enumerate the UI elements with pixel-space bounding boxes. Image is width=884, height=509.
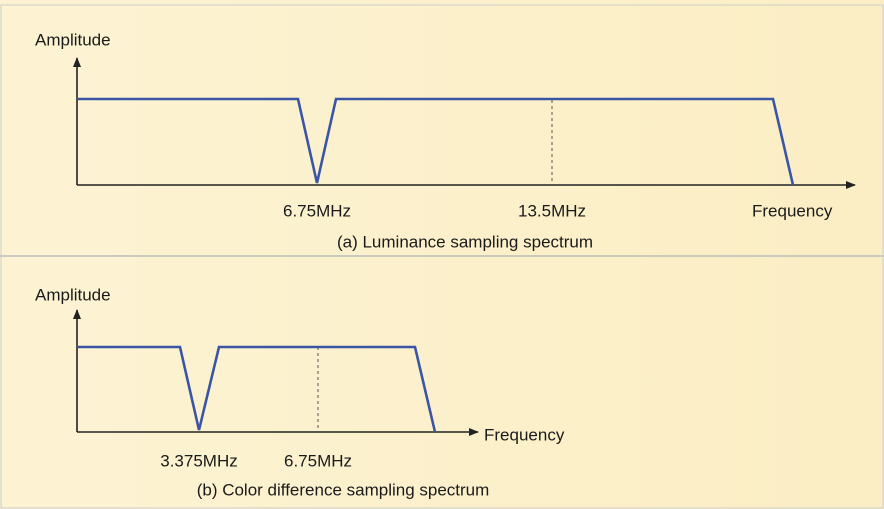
x-label: Frequency xyxy=(484,425,565,444)
y-label: Amplitude xyxy=(35,30,111,49)
marker-label: 6.75MHz xyxy=(283,201,351,220)
marker-label: 6.75MHz xyxy=(284,451,352,470)
caption: (a) Luminance sampling spectrum xyxy=(337,232,593,251)
marker-label: 3.375MHz xyxy=(160,451,237,470)
spectrum xyxy=(77,345,437,433)
x-label: Frequency xyxy=(752,201,833,220)
caption: (b) Color difference sampling spectrum xyxy=(197,480,490,499)
frame xyxy=(0,4,884,509)
panel-a: Amplitude 6.75MHz 13.5MHz Frequency (a) … xyxy=(35,30,856,251)
spectrum xyxy=(77,97,795,186)
y-label: Amplitude xyxy=(35,285,111,304)
panel-b: Amplitude 3.375MHz 6.75MHz Frequency (b)… xyxy=(35,285,565,499)
marker-label: 13.5MHz xyxy=(518,201,586,220)
